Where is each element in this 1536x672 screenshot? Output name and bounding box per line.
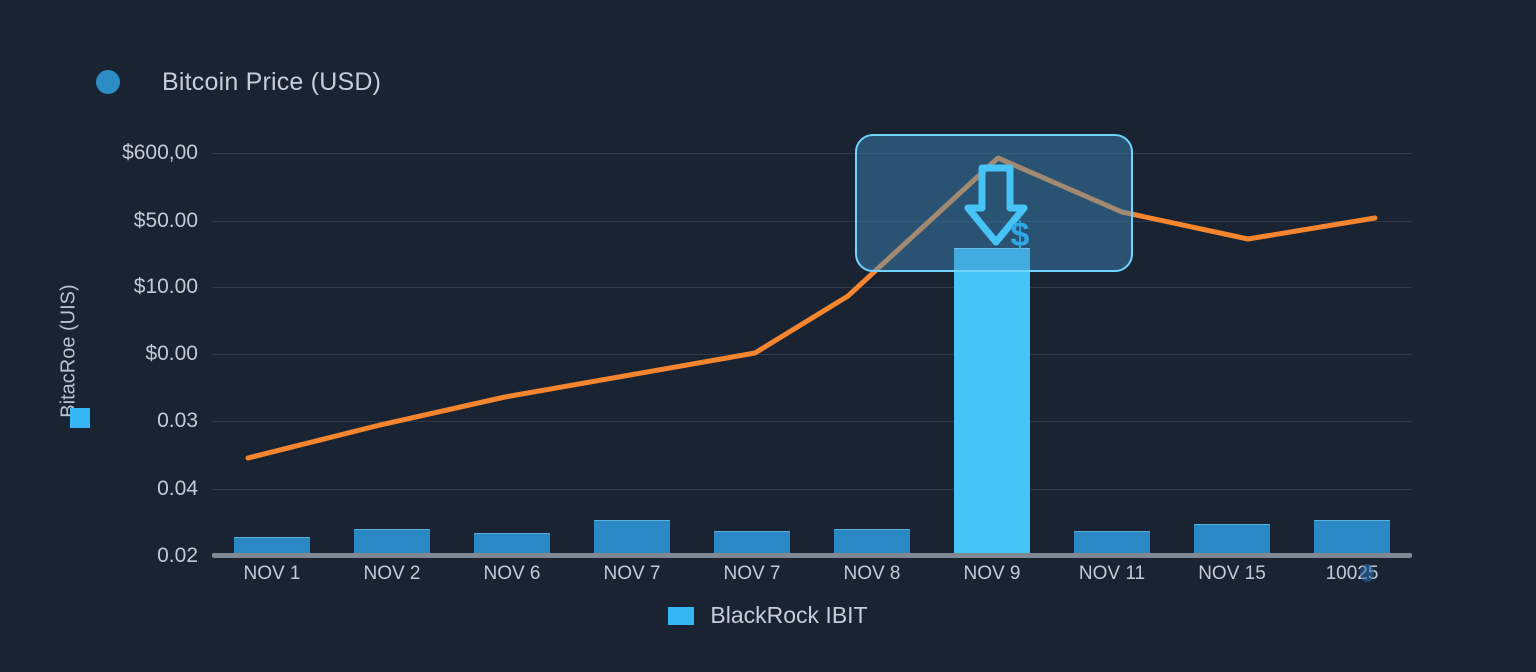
plot-area [212, 140, 1412, 558]
y-tick-label: 0.03 [157, 409, 198, 432]
tick-overlap-artifact [1360, 564, 1374, 582]
x-tick-label: NOV 1 [243, 563, 301, 584]
y-tick-label: 0.04 [157, 477, 198, 500]
y-tick-label: $10.00 [133, 275, 198, 298]
bar[interactable] [594, 520, 670, 555]
x-tick-label: NOV 7 [603, 563, 661, 584]
gridline [212, 489, 1412, 490]
y-tick-label: 0.02 [157, 544, 198, 567]
x-tick-label: NOV 6 [483, 563, 541, 584]
bar[interactable] [1194, 524, 1270, 555]
x-tick-label: NOV 15 [1198, 563, 1266, 584]
bar[interactable] [834, 529, 910, 555]
bar[interactable] [474, 533, 550, 555]
x-tick-label: NOV 11 [1078, 563, 1146, 584]
chart-legend[interactable]: BlackRock IBIT [0, 602, 1536, 629]
series-header: Bitcoin Price (USD) [96, 62, 381, 102]
highlight-callout-box[interactable] [855, 134, 1133, 272]
dollar-glyph: $ [1011, 216, 1030, 254]
line-series-layer [245, 155, 1378, 461]
x-tick-label: 10025 [1325, 563, 1379, 584]
bar[interactable] [714, 531, 790, 555]
gridline [212, 153, 1412, 154]
x-axis-line [212, 553, 1412, 558]
bar[interactable] [954, 248, 1030, 555]
bar[interactable] [1074, 531, 1150, 555]
y-tick-label: $50.00 [133, 209, 198, 232]
y-tick-label: $600,00 [122, 141, 198, 164]
series-marker-dot [96, 70, 120, 94]
gridline [212, 221, 1412, 222]
gridline [212, 421, 1412, 422]
down-arrow-dollar-icon: $ [964, 164, 1030, 254]
x-tick-label: NOV 2 [363, 563, 421, 584]
chart-title: Bitcoin Price (USD) [162, 67, 382, 96]
bitcoin-price-line [245, 155, 1378, 461]
bar[interactable] [354, 529, 430, 555]
x-tick-label: NOV 9 [963, 563, 1021, 584]
x-tick-label: NOV 8 [843, 563, 901, 584]
bar[interactable] [1314, 520, 1390, 555]
bar[interactable] [234, 537, 310, 555]
gridline [212, 287, 1412, 288]
x-tick-label: NOV 7 [723, 563, 781, 584]
y-tick-label: $0.00 [145, 342, 198, 365]
y-axis-swatch [70, 408, 90, 428]
gridline [212, 354, 1412, 355]
legend-swatch-ibit [668, 606, 695, 625]
legend-label-ibit: BlackRock IBIT [710, 602, 868, 628]
